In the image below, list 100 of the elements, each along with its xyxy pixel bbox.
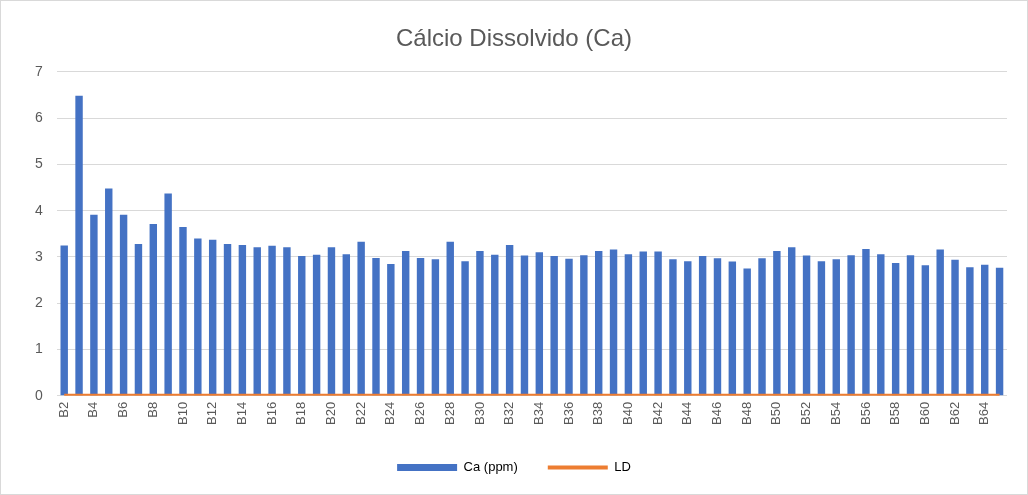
bar — [416, 257, 425, 396]
bar — [847, 255, 855, 396]
bar — [594, 250, 603, 396]
x-tick-label: B44 — [679, 401, 695, 426]
bar — [90, 214, 98, 396]
bar — [312, 254, 321, 396]
y-tick-label: 6 — [34, 108, 43, 125]
x-tick-label: B24 — [382, 401, 398, 426]
x-tick-label: B62 — [946, 401, 962, 426]
bar — [491, 254, 499, 396]
legend-label: LD — [614, 459, 631, 475]
bar — [906, 255, 915, 396]
bar — [891, 263, 900, 396]
bar — [372, 257, 380, 396]
bar — [981, 264, 989, 396]
bar — [357, 241, 365, 396]
bar — [995, 267, 1004, 396]
y-tick-label: 1 — [34, 340, 43, 357]
bar — [75, 95, 83, 396]
bar — [431, 259, 440, 396]
y-tick-label: 3 — [34, 247, 43, 264]
bar — [743, 268, 751, 396]
bar — [401, 250, 410, 396]
x-tick-label: B26 — [412, 401, 428, 426]
x-tick-label: B16 — [263, 401, 279, 426]
bar — [550, 256, 558, 396]
bar — [758, 258, 766, 396]
bar — [684, 261, 692, 396]
bar — [936, 249, 944, 396]
bar — [951, 259, 959, 396]
bar — [832, 259, 840, 396]
bar — [298, 256, 306, 396]
bar — [788, 247, 796, 396]
bar — [817, 261, 826, 396]
bar — [698, 256, 707, 396]
bar — [773, 250, 781, 396]
bar — [149, 224, 157, 396]
y-tick-label: 5 — [34, 155, 43, 172]
x-tick-label: B6 — [115, 401, 131, 418]
bar — [208, 239, 217, 396]
bar — [877, 254, 885, 396]
bar — [520, 255, 529, 396]
x-tick-label: B50 — [768, 401, 784, 426]
x-tick-label: B54 — [827, 401, 843, 426]
chart-title: Cálcio Dissolvido (Ca) — [395, 24, 633, 52]
x-tick-label: B36 — [560, 401, 576, 426]
bar — [476, 250, 484, 396]
y-tick-label: 0 — [34, 386, 43, 403]
bar — [565, 258, 573, 396]
bar — [253, 247, 261, 396]
bar — [713, 258, 722, 396]
bar — [134, 244, 143, 396]
y-tick-label: 2 — [34, 294, 43, 311]
bar — [669, 259, 677, 396]
bar — [164, 193, 172, 396]
bar — [654, 251, 662, 396]
bar — [342, 254, 351, 396]
x-tick-label: B32 — [501, 401, 517, 426]
bar — [535, 252, 544, 396]
bar — [60, 245, 68, 396]
bar — [609, 249, 618, 396]
x-tick-label: B10 — [174, 401, 190, 426]
x-tick-label: B38 — [590, 401, 606, 426]
bar — [387, 263, 395, 396]
x-tick-label: B8 — [144, 401, 160, 418]
bar — [639, 251, 647, 396]
bar — [446, 241, 454, 396]
bar — [921, 265, 930, 396]
y-tick-label: 7 — [34, 62, 43, 79]
bar — [624, 254, 633, 396]
x-tick-label: B30 — [471, 401, 487, 426]
bar — [862, 249, 870, 396]
bar — [119, 214, 128, 396]
bar — [580, 255, 588, 396]
x-tick-label: B28 — [441, 401, 457, 426]
x-tick-label: B18 — [293, 401, 309, 426]
x-tick-label: B40 — [619, 401, 635, 426]
bar — [966, 267, 974, 396]
x-tick-label: B42 — [649, 401, 665, 426]
bar — [179, 226, 187, 396]
bar — [505, 244, 514, 396]
x-tick-label: B34 — [530, 401, 546, 426]
x-tick-label: B60 — [916, 401, 932, 426]
bar — [327, 247, 336, 396]
bar — [802, 255, 811, 396]
bar — [238, 244, 247, 396]
bar — [268, 245, 276, 396]
x-tick-label: B12 — [204, 401, 220, 426]
bar — [223, 244, 232, 396]
legend-label: Ca (ppm) — [463, 459, 518, 475]
x-tick-label: B4 — [85, 401, 101, 418]
x-tick-label: B64 — [976, 401, 992, 426]
x-tick-label: B20 — [323, 401, 339, 426]
bar — [461, 261, 469, 396]
bar — [283, 247, 291, 396]
y-tick-label: 4 — [34, 201, 43, 218]
x-tick-label: B46 — [709, 401, 725, 426]
x-tick-label: B2 — [55, 401, 71, 418]
bar — [194, 238, 202, 396]
x-tick-label: B48 — [738, 401, 754, 426]
